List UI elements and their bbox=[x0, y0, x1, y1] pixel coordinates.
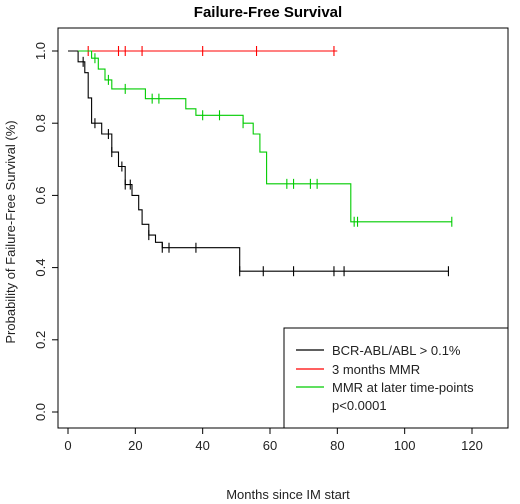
plot-frame bbox=[57, 27, 509, 429]
y-axis-label: Probability of Failure-Free Survival (%) bbox=[3, 120, 18, 343]
legend-box bbox=[283, 327, 509, 429]
x-tick-label: 0 bbox=[64, 438, 71, 453]
legend-label-red: 3 months MMR bbox=[332, 362, 420, 377]
x-tick-label: 60 bbox=[263, 438, 277, 453]
legend-label-black: BCR-ABL/ABL > 0.1% bbox=[332, 343, 461, 358]
x-tick-label: 40 bbox=[195, 438, 209, 453]
x-axis-label: Months since IM start bbox=[226, 487, 350, 502]
series-line bbox=[78, 50, 452, 223]
chart-title: Failure-Free Survival bbox=[194, 4, 342, 21]
y-tick-label: 0.4 bbox=[33, 259, 48, 277]
series-layer bbox=[68, 46, 453, 277]
x-tick-label: 20 bbox=[128, 438, 142, 453]
x-tick-label: 100 bbox=[394, 438, 416, 453]
legend-label-green: MMR at later time-points bbox=[332, 380, 474, 395]
legend: BCR-ABL/ABL > 0.1% 3 months MMR MMR at l… bbox=[283, 327, 509, 429]
series-line bbox=[68, 50, 449, 272]
y-tick-label: 1.0 bbox=[33, 42, 48, 60]
x-tick-label: 120 bbox=[461, 438, 483, 453]
y-tick-label: 0.0 bbox=[33, 403, 48, 421]
p-value-annotation: p<0.0001 bbox=[332, 398, 387, 413]
y-tick-label: 0.6 bbox=[33, 186, 48, 204]
x-tick-label: 80 bbox=[330, 438, 344, 453]
y-tick-label: 0.2 bbox=[33, 331, 48, 349]
x-axis: 0 20 40 60 80 100 120 bbox=[64, 428, 483, 453]
y-tick-label: 0.8 bbox=[33, 114, 48, 132]
y-axis: 0.0 0.2 0.4 0.6 0.8 1.0 bbox=[33, 42, 58, 421]
